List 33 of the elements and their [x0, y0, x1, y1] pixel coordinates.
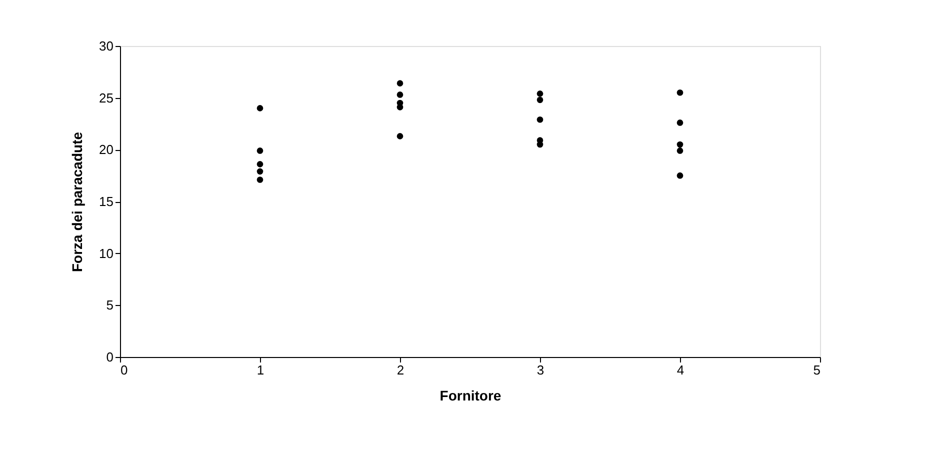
point: [396, 133, 404, 140]
point: [256, 168, 264, 175]
point: [396, 92, 404, 98]
y-axis-title: Forza dei paracadute: [69, 132, 86, 272]
point: [256, 148, 264, 154]
point: [256, 161, 264, 168]
point: [676, 148, 684, 154]
y-tick-label: 30: [99, 38, 114, 54]
y-tick-label: 10: [99, 246, 114, 261]
x-tick-label: 4: [676, 362, 684, 378]
y-tick-label: 0: [106, 350, 114, 364]
x-tick-label: 5: [813, 362, 820, 378]
x-tick-label: 0: [120, 362, 128, 378]
point: [396, 104, 404, 110]
y-tick-label: 5: [106, 298, 114, 313]
point: [676, 120, 684, 126]
point: [676, 172, 684, 179]
x-tick-label: 1: [256, 362, 264, 378]
point: [676, 141, 684, 148]
point: [536, 141, 544, 148]
point: [396, 80, 404, 86]
y-tick-label: 25: [99, 90, 114, 106]
point: [256, 176, 264, 183]
x-tick-label: 2: [396, 362, 404, 378]
x-tick-label: 3: [536, 362, 544, 378]
point: [256, 105, 264, 112]
x-axis-title: Fornitore: [440, 388, 502, 404]
y-tick-label: 20: [99, 142, 114, 158]
point: [536, 90, 544, 97]
y-tick-label: 15: [99, 194, 114, 209]
point: [536, 116, 544, 123]
point: [676, 89, 684, 96]
point: [536, 96, 544, 104]
